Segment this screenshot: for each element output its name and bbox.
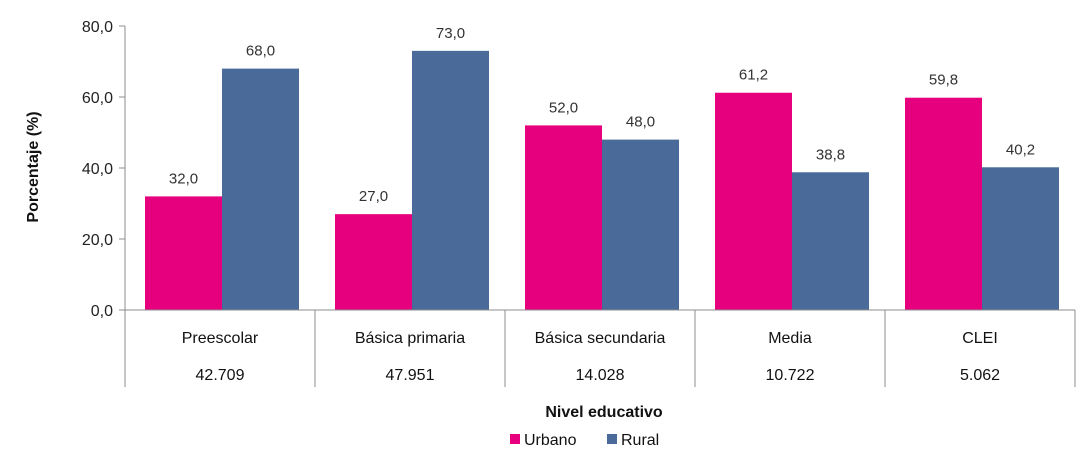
data-label: 61,2 <box>739 67 768 84</box>
bar-urbano <box>905 97 982 311</box>
x-category-count: 10.722 <box>766 367 815 384</box>
legend-swatch-rural <box>607 434 617 444</box>
y-axis-title: Porcentaje (%) <box>25 111 42 222</box>
bar-rural <box>602 139 679 310</box>
legend-swatch-urbano <box>510 434 520 444</box>
bars <box>145 50 1059 311</box>
x-category-label: Básica primaria <box>355 330 465 347</box>
x-category-count: 47.951 <box>386 367 435 384</box>
data-label: 52,0 <box>549 99 578 116</box>
y-tick-label: 80,0 <box>82 19 113 36</box>
x-category-label: Básica secundaria <box>535 330 666 347</box>
x-axis: Preescolar 42.709 Básica primaria 47.951 Bás… <box>124 309 1076 387</box>
x-category-label: Media <box>768 330 812 347</box>
legend-label: Rural <box>621 432 659 449</box>
y-tick-label: 40,0 <box>82 161 113 178</box>
x-category-count: 5.062 <box>960 367 1000 384</box>
y-tick-label: 60,0 <box>82 90 113 107</box>
data-label: 38,8 <box>816 146 845 163</box>
bar-rural <box>792 172 869 310</box>
x-category-label: CLEI <box>962 330 998 347</box>
legend: Urbano Rural <box>510 432 659 449</box>
x-category-count: 14.028 <box>576 367 625 384</box>
bar-urbano <box>525 125 602 311</box>
y-axis: 0,0 20,0 40,0 60,0 80,0 <box>82 19 126 320</box>
bar-rural <box>412 50 489 310</box>
bar-urbano <box>145 196 222 310</box>
data-label: 48,0 <box>626 114 655 131</box>
bar-urbano <box>335 214 412 310</box>
data-label: 59,8 <box>929 72 958 89</box>
data-label: 27,0 <box>359 188 388 205</box>
data-label: 32,0 <box>169 170 198 187</box>
y-tick-label: 20,0 <box>82 232 113 249</box>
data-label: 73,0 <box>436 25 465 42</box>
data-label: 40,2 <box>1006 141 1035 158</box>
legend-label: Urbano <box>524 432 577 449</box>
y-tick-label: 0,0 <box>91 303 113 320</box>
x-category-count: 42.709 <box>196 367 245 384</box>
bar-rural <box>982 167 1059 310</box>
value-labels: 32,0 68,0 27,0 73,0 52,0 48,0 61,2 38,8 59,8 40,2 <box>169 25 1035 205</box>
x-category-label: Preescolar <box>182 330 259 347</box>
data-label: 68,0 <box>246 43 275 60</box>
x-axis-title: Nivel educativo <box>545 404 663 421</box>
bar-rural <box>222 68 299 310</box>
bar-urbano <box>715 92 792 311</box>
